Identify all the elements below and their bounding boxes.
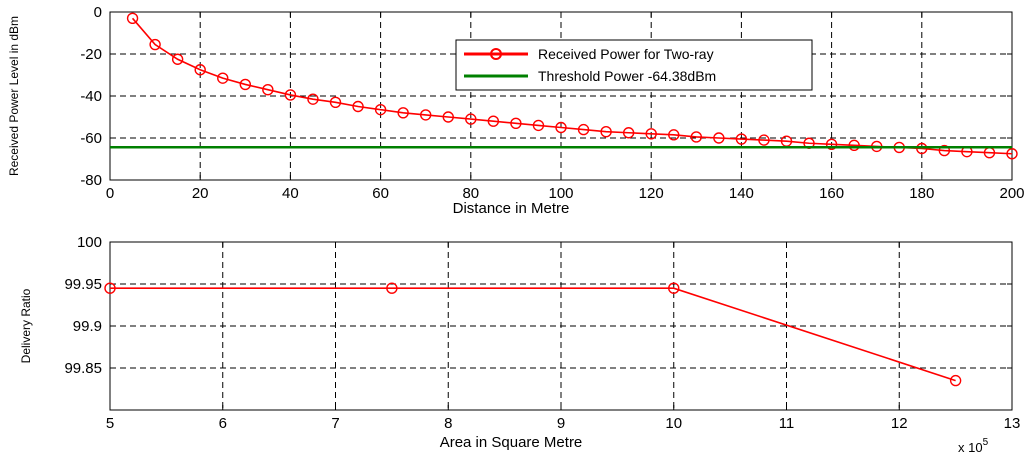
x-tick-label: 80 <box>462 185 479 202</box>
top-legend: Received Power for Two-ray Threshold Pow… <box>455 39 813 91</box>
y-tick-label: -60 <box>80 130 102 147</box>
x-tick-label: 120 <box>639 185 664 202</box>
data-point <box>938 144 951 157</box>
x-tick-label: 60 <box>372 185 389 202</box>
data-point <box>262 83 274 96</box>
x-axis-multiplier-exponent: 5 <box>983 437 989 448</box>
data-point <box>307 93 319 105</box>
legend-threshold-label: Threshold Power -64.38dBm <box>538 68 716 84</box>
y-tick-label: 99.85 <box>64 360 102 377</box>
bottom-series <box>104 282 962 387</box>
data-point <box>329 96 342 109</box>
top-x-ticks: 0 20 40 60 80 100 120 140 160 180 200 <box>106 12 1025 202</box>
x-tick-label: 180 <box>909 185 934 202</box>
x-tick-label: 12 <box>891 415 908 432</box>
data-point <box>690 131 702 143</box>
top-y-axis-label: Received Power Level in dBm <box>7 16 21 176</box>
bottom-y-ticks: 99.85 99.9 99.95 100 <box>64 234 1012 377</box>
data-point <box>397 107 409 119</box>
data-point <box>600 125 612 138</box>
data-point <box>194 64 206 76</box>
data-point <box>149 38 161 51</box>
top-x-axis-label: Distance in Metre <box>453 200 570 217</box>
legend-received-power-label: Received Power for Two-ray <box>538 46 714 62</box>
data-point <box>949 374 962 387</box>
data-point <box>126 12 139 24</box>
data-point <box>758 134 770 146</box>
data-point <box>532 119 545 132</box>
x-tick-label: 160 <box>819 185 844 202</box>
data-point <box>645 128 657 140</box>
y-tick-label: -20 <box>80 46 102 63</box>
data-point <box>916 142 928 155</box>
y-tick-label: -80 <box>80 172 102 189</box>
data-point <box>352 100 364 113</box>
legend-box <box>455 39 813 91</box>
delivery-ratio-chart: 5 6 7 8 9 10 11 12 13 99.85 99.9 99.95 100 Area in … <box>19 234 1020 455</box>
received-power-chart: 0 20 40 60 80 100 120 140 160 180 200 -80 -60 -40 -20… <box>7 4 1025 217</box>
top-y-ticks: -80 -60 -40 -20 0 <box>80 4 1012 189</box>
top-series <box>110 12 1018 160</box>
bottom-x-axis-label: Area in Square Metre <box>440 434 583 451</box>
series-line-series-0 <box>110 287 956 382</box>
y-tick-label: 99.9 <box>73 318 102 335</box>
x-axis-multiplier-base: x 10 <box>958 440 983 455</box>
x-tick-label: 40 <box>282 185 299 202</box>
data-point <box>668 282 680 294</box>
x-tick-label: 10 <box>665 415 682 432</box>
data-point <box>386 282 398 294</box>
bottom-x-ticks: 5 6 7 8 9 10 11 12 13 <box>106 242 1021 432</box>
data-point <box>510 117 522 130</box>
data-point <box>239 78 252 91</box>
data-point <box>442 111 454 123</box>
data-point <box>171 53 184 65</box>
data-point <box>420 109 432 121</box>
x-axis-multiplier: x 105 <box>958 437 989 455</box>
x-tick-label: 200 <box>999 185 1024 202</box>
x-tick-label: 6 <box>219 415 227 432</box>
x-tick-label: 140 <box>729 185 754 202</box>
data-point <box>668 129 680 141</box>
data-point <box>284 89 297 101</box>
x-tick-label: 9 <box>557 415 565 432</box>
y-tick-label: 99.95 <box>64 276 102 293</box>
x-tick-label: 5 <box>106 415 114 432</box>
data-point <box>825 138 838 151</box>
x-tick-label: 100 <box>548 185 573 202</box>
data-point <box>1006 148 1018 160</box>
data-point <box>487 115 500 127</box>
data-point <box>577 123 590 136</box>
data-point <box>465 113 477 125</box>
x-tick-label: 7 <box>331 415 339 432</box>
data-point <box>217 72 229 84</box>
x-tick-label: 8 <box>444 415 452 432</box>
data-point <box>713 132 725 144</box>
legend-received-power-marker <box>490 48 502 60</box>
data-point <box>848 139 860 152</box>
y-tick-label: 100 <box>77 234 102 251</box>
x-tick-label: 13 <box>1004 415 1021 432</box>
data-point <box>735 133 748 145</box>
series-line-received-power-for-two-ray <box>131 17 1013 155</box>
y-tick-label: -40 <box>80 88 102 105</box>
data-point <box>555 121 567 134</box>
x-tick-label: 11 <box>779 415 795 432</box>
y-tick-label: 0 <box>94 4 102 21</box>
bottom-y-axis-label: Delivery Ratio <box>19 288 33 363</box>
data-point <box>622 127 635 139</box>
x-tick-label: 20 <box>192 185 209 202</box>
data-point <box>104 282 116 294</box>
data-point <box>374 103 387 116</box>
x-tick-label: 0 <box>106 185 114 202</box>
